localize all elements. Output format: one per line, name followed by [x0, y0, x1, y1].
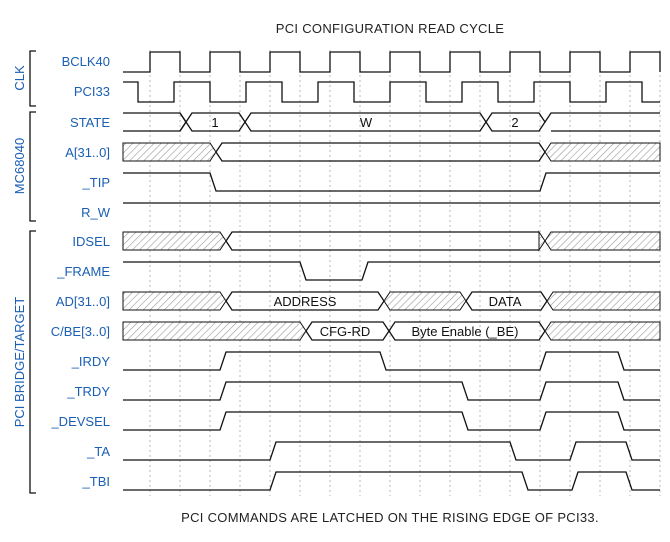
clk-group-label: CLK	[12, 65, 27, 91]
signal-label-state: STATE	[70, 115, 110, 130]
signal-label-rw: R_W	[81, 205, 111, 220]
waveform-cbe: CFG-RD Byte Enable (_BE)	[122, 321, 661, 341]
waveform-irdy	[123, 351, 660, 371]
clk-group-bracket	[29, 50, 36, 107]
waveform-state: 1 W 2	[123, 112, 660, 132]
state-value-2: 2	[511, 115, 518, 130]
state-value-1: 1	[211, 115, 218, 130]
signal-label-pci33: PCI33	[74, 84, 110, 99]
diagram-title: PCI CONFIGURATION READ CYCLE	[276, 21, 504, 36]
ad-value-data: DATA	[489, 294, 522, 309]
state-value-w: W	[360, 115, 373, 130]
waveform-frame	[123, 261, 660, 281]
signal-label-bclk40: BCLK40	[62, 54, 110, 69]
waveform-trdy	[123, 381, 660, 401]
signal-label-tbi: _TBI	[82, 474, 110, 489]
signal-label-trdy: _TRDY	[66, 384, 110, 399]
signal-label-ta: _TA	[86, 444, 110, 459]
waveform-tbi	[123, 471, 660, 491]
diagram-footnote: PCI COMMANDS ARE LATCHED ON THE RISING E…	[181, 510, 599, 525]
signal-label-devsel: _DEVSEL	[50, 414, 110, 429]
ad-value-address: ADDRESS	[274, 294, 337, 309]
cbe-value-byte-enable: Byte Enable (_BE)	[412, 324, 519, 339]
signal-label-tip: _TIP	[82, 175, 110, 190]
signal-label-frame: _FRAME	[56, 264, 110, 279]
signal-label-cbe: C/BE[3..0]	[51, 324, 110, 339]
waveform-bclk40	[123, 51, 661, 73]
pci-group-bracket	[29, 230, 36, 494]
waveform-ta	[123, 441, 660, 461]
signal-label-address: A[31..0]	[65, 145, 110, 160]
mc68040-group-label: MC68040	[12, 138, 27, 194]
waveform-idsel	[122, 230, 661, 252]
grid-lines	[149, 50, 661, 496]
waveform-tip	[123, 172, 660, 192]
pci-group-label: PCI BRIDGE/TARGET	[12, 297, 27, 428]
waveform-pci33	[123, 81, 660, 103]
signal-label-ad: AD[31..0]	[56, 294, 110, 309]
signal-label-irdy: _IRDY	[71, 354, 111, 369]
cbe-value-cfg-rd: CFG-RD	[320, 324, 371, 339]
mc68040-group-bracket	[29, 111, 36, 222]
waveform-ad: ADDRESS DATA	[122, 291, 661, 311]
waveform-devsel	[123, 411, 660, 431]
waveform-address	[122, 142, 661, 162]
signal-label-idsel: IDSEL	[72, 234, 110, 249]
